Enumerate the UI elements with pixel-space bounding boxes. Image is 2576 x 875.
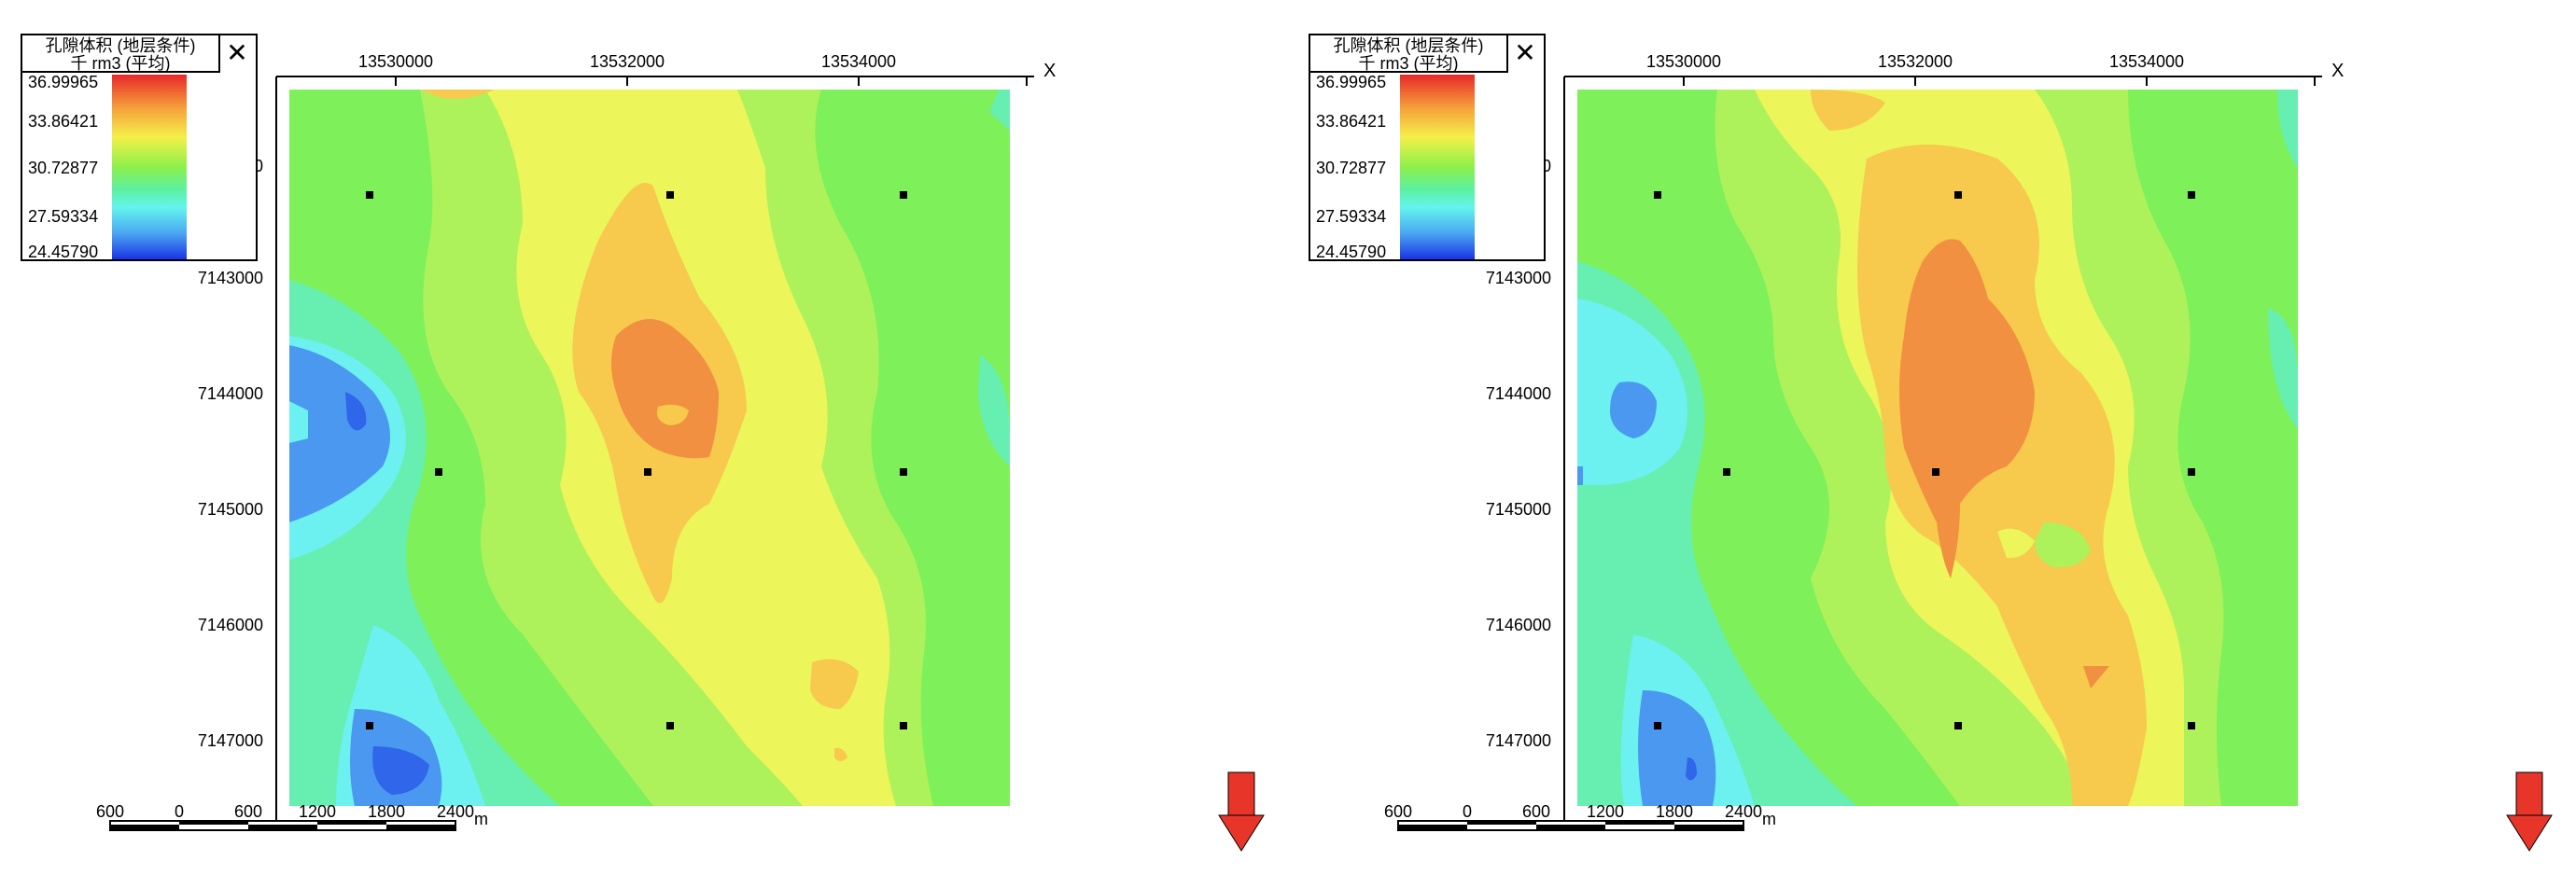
color-legend: 孔隙体积 (地层条件) 千 rm3 (平均) ✕ 36.99965 33.864… <box>21 34 258 261</box>
legend-title-line2: 千 rm3 (平均) <box>70 54 171 73</box>
x-tick-label: 13532000 <box>590 52 665 71</box>
scale-bar: 600 0 600 1200 1800 2400 m <box>96 802 488 831</box>
scale-label: 600 <box>1522 802 1550 821</box>
x-tick-label: 13530000 <box>1646 52 1721 71</box>
legend-title-line1: 孔隙体积 (地层条件) <box>1333 36 1484 55</box>
close-icon[interactable]: ✕ <box>1514 38 1536 67</box>
x-axis-label: X <box>1043 61 1056 81</box>
x-tick-label: 13534000 <box>2109 52 2184 71</box>
scale-unit: m <box>474 810 488 828</box>
scale-unit: m <box>1762 810 1776 828</box>
scale-label: 2400 <box>1725 802 1762 821</box>
x-tick-label: 13530000 <box>358 52 433 71</box>
y-tick-label: 7146000 <box>198 616 263 634</box>
scale-label: 1200 <box>1587 802 1624 821</box>
scale-label: 600 <box>234 802 262 821</box>
legend-value: 27.59334 <box>28 207 99 226</box>
scale-bar: 600 0 600 1200 1800 2400 m <box>1384 802 1776 831</box>
legend-value: 24.45790 <box>28 243 99 261</box>
legend-value: 33.86421 <box>1316 112 1387 131</box>
north-arrow <box>2506 771 2553 852</box>
close-icon[interactable]: ✕ <box>226 38 248 67</box>
y-tick-label: 7144000 <box>198 384 263 403</box>
legend-value: 30.72877 <box>28 159 99 177</box>
y-tick-label: 7145000 <box>1486 500 1551 519</box>
legend-value: 36.99965 <box>28 73 99 91</box>
scale-label: 600 <box>96 802 124 821</box>
contour-map-left <box>289 90 1010 806</box>
map-panel-left: 13530000 13532000 13534000 X 0 7143000 7… <box>21 34 1265 852</box>
legend-color-bar <box>112 75 187 259</box>
y-tick-clipped: 0 <box>254 157 263 175</box>
y-tick-label: 7147000 <box>1486 731 1551 750</box>
legend-value: 36.99965 <box>1316 73 1387 91</box>
y-tick-label: 7143000 <box>198 269 263 287</box>
legend-value: 24.45790 <box>1316 243 1387 261</box>
color-legend: 孔隙体积 (地层条件) 千 rm3 (平均) ✕ 36.99965 33.864… <box>1309 34 1546 261</box>
legend-title-line2: 千 rm3 (平均) <box>1358 54 1459 73</box>
map-panel-right: 13530000 13532000 13534000 X 0 7143000 7… <box>1288 0 2576 875</box>
legend-title: 孔隙体积 (地层条件) 千 rm3 (平均) <box>22 35 220 73</box>
y-tick-label: 7145000 <box>198 500 263 519</box>
scale-label: 600 <box>1384 802 1412 821</box>
contour-map-right <box>1577 90 2298 806</box>
scale-label: 1200 <box>299 802 336 821</box>
x-tick-label: 13532000 <box>1878 52 1953 71</box>
scale-label: 2400 <box>437 802 474 821</box>
map-canvas-left: 13530000 13532000 13534000 X 0 7143000 7… <box>96 52 1265 852</box>
y-tick-label: 7143000 <box>1486 269 1551 287</box>
north-arrow <box>1218 771 1265 852</box>
legend-value: 33.86421 <box>28 112 99 131</box>
y-tick-label: 7144000 <box>1486 384 1551 403</box>
legend-title: 孔隙体积 (地层条件) 千 rm3 (平均) <box>1310 35 1508 73</box>
x-axis-label: X <box>2331 61 2344 81</box>
scale-label: 0 <box>1463 802 1472 821</box>
y-tick-label: 7147000 <box>198 731 263 750</box>
scale-label: 0 <box>175 802 184 821</box>
y-tick-clipped: 0 <box>1542 157 1551 175</box>
scale-label: 1800 <box>368 802 405 821</box>
legend-title-line1: 孔隙体积 (地层条件) <box>45 36 196 55</box>
legend-color-bar <box>1400 75 1475 259</box>
x-tick-label: 13534000 <box>821 52 896 71</box>
scale-label: 1800 <box>1656 802 1693 821</box>
legend-value: 27.59334 <box>1316 207 1387 226</box>
y-tick-label: 7146000 <box>1486 616 1551 634</box>
map-canvas-right: 13530000 13532000 13534000 X 0 7143000 7… <box>1384 52 2553 852</box>
legend-value: 30.72877 <box>1316 159 1387 177</box>
